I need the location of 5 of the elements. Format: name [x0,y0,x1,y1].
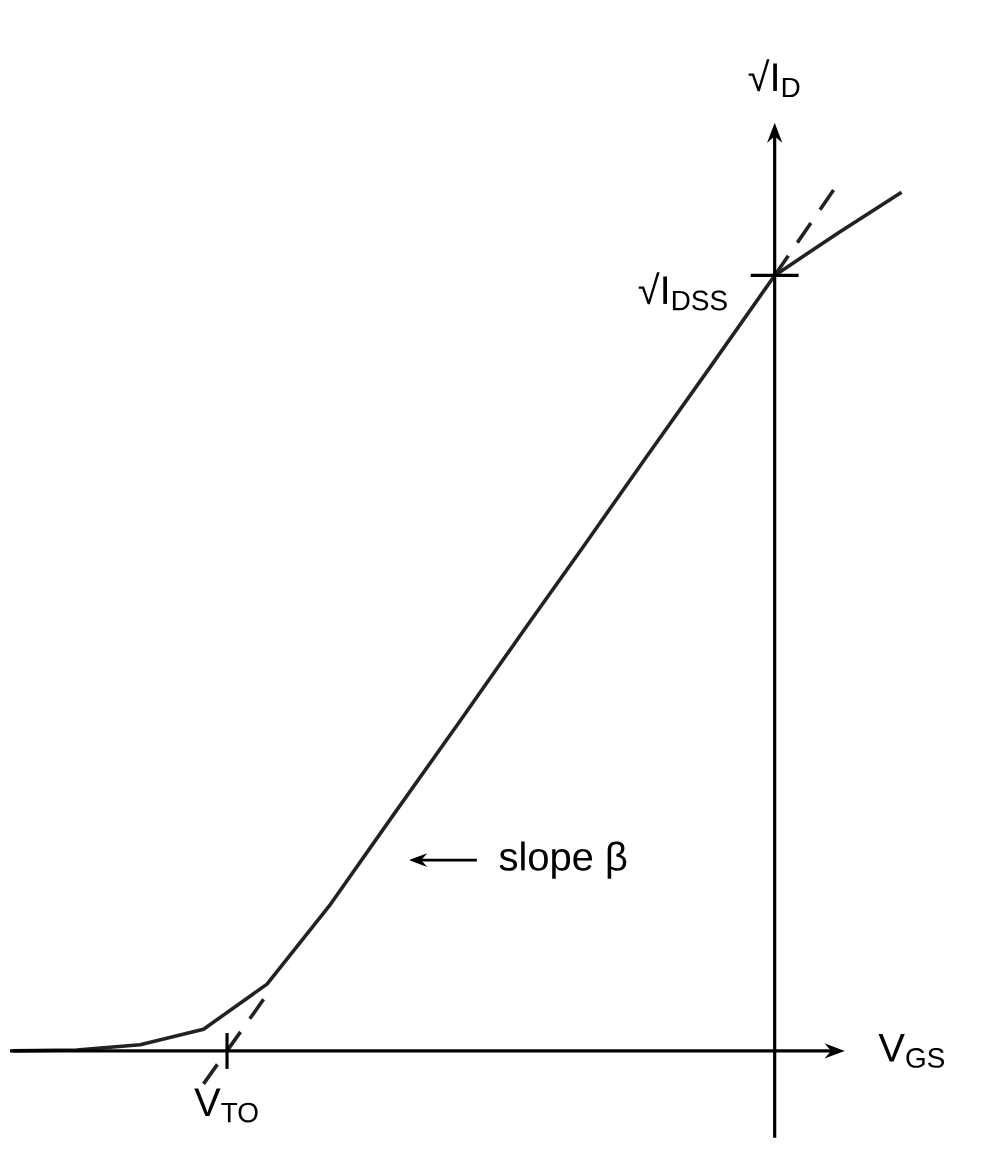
x-axis-title: V$_{GS}$ [878,1033,945,1068]
annotation: √I$_{DSS}$ [638,272,727,311]
text: V$_{TO}$ [194,1088,258,1123]
annotation: slope β [499,841,627,879]
y-axis-title: √I$_{D}$ [748,59,800,98]
